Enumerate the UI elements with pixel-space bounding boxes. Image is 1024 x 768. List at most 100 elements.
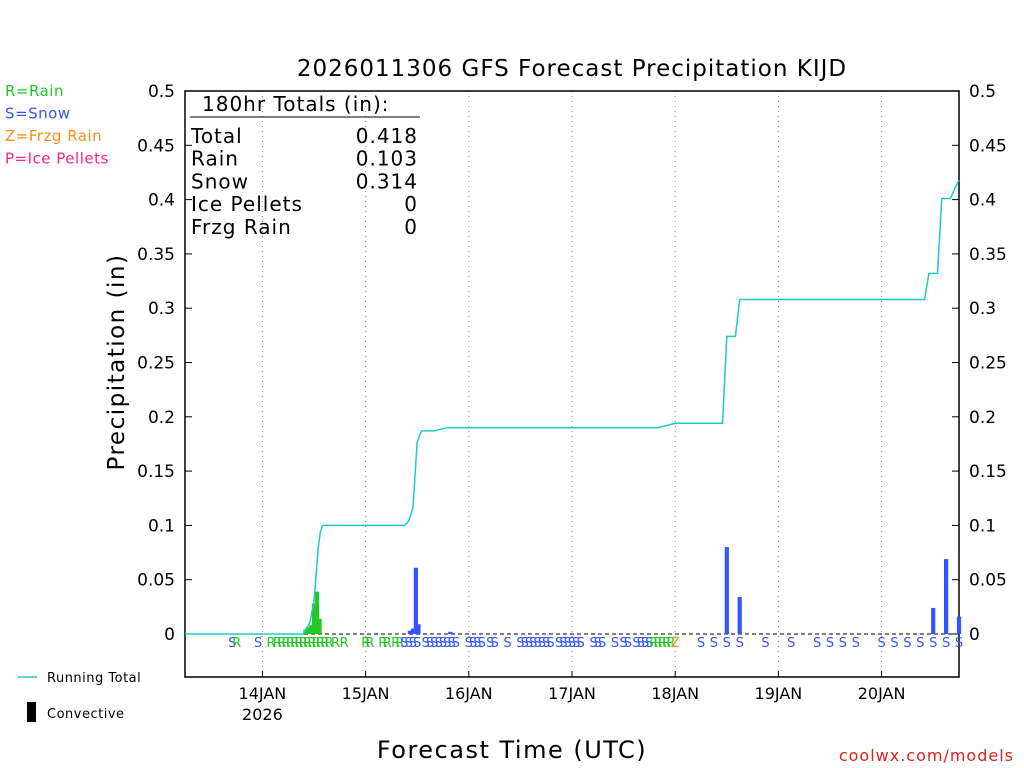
type-letter: S	[228, 636, 236, 651]
convective-legend-label: Convective	[47, 707, 125, 722]
totals-label: Snow	[191, 169, 249, 193]
convective-swatch	[27, 702, 36, 722]
type-letter: R	[395, 636, 404, 651]
y-tick-label-left: 0.1	[148, 516, 175, 536]
precip-bar	[448, 631, 453, 634]
type-letter: R	[320, 636, 329, 651]
type-letter: S	[469, 636, 477, 651]
type-letter: S	[559, 636, 567, 651]
totals-value: 0	[404, 192, 418, 216]
type-letter: S	[624, 636, 632, 651]
x-axis: 14JAN 2026 15JAN 16JAN 17JAN 18JAN 19JAN 20JAN	[239, 671, 905, 724]
type-letter: R	[325, 636, 334, 651]
type-letter: S	[254, 636, 262, 651]
type-letter: R	[299, 636, 308, 651]
y-tick-label-right: 0.1	[969, 516, 996, 536]
precip-bar	[311, 603, 317, 634]
type-letter: R	[361, 636, 370, 651]
precip-bar	[737, 597, 742, 634]
type-letter: S	[422, 636, 430, 651]
totals-box: 180hr Totals (in): Total 0.418 Rain 0.103 Sn…	[190, 92, 420, 239]
y-tick-label-right: 0.45	[969, 136, 1007, 156]
type-letter: R	[649, 636, 658, 651]
legend-entry: P=Ice Pellets	[5, 150, 109, 168]
precip-bar	[410, 628, 415, 634]
totals-value: 0.418	[356, 124, 418, 148]
y-tick-label-right: 0.35	[969, 245, 1007, 265]
type-letter: S	[426, 636, 434, 651]
totals-rows: Total 0.418 Rain 0.103 Snow 0.314 Ice Pellets 0…	[190, 124, 418, 239]
type-letter: S	[852, 636, 860, 651]
type-letter: R	[658, 636, 667, 651]
type-letter: R	[286, 636, 295, 651]
type-letter: S	[503, 636, 511, 651]
type-letter: S	[710, 636, 718, 651]
totals-value: 0	[404, 215, 418, 239]
type-letter: S	[430, 636, 438, 651]
precip-bar	[306, 627, 311, 634]
totals-label: Ice Pellets	[191, 192, 303, 216]
precip-bar	[956, 616, 962, 634]
y-tick-label-left: 0.05	[137, 571, 175, 591]
type-letter: S	[942, 636, 950, 651]
y-tick-label-left: 0.25	[137, 354, 175, 374]
type-letter: S	[576, 636, 584, 651]
type-letter: R	[266, 636, 275, 651]
type-letter: R	[277, 636, 286, 651]
type-letter: S	[465, 636, 473, 651]
x-tick-label: 14JAN	[239, 684, 287, 703]
y-tick-label-right: 0.05	[969, 571, 1007, 591]
precip-bars	[303, 547, 962, 634]
type-letter: S	[564, 636, 572, 651]
type-letter: S	[555, 636, 563, 651]
y-tick-label-left: 0.35	[137, 245, 175, 265]
bottom-legend: Running Total Convective	[18, 671, 141, 722]
type-letter: S	[598, 636, 606, 651]
y-tick-label-right: 0.3	[969, 299, 996, 319]
precip-bar	[407, 630, 412, 634]
precip-bar	[314, 591, 320, 634]
type-letter: S	[589, 636, 597, 651]
y-axis-left: 0 0.05 0.1 0.15 0.2 0.25 0.3 0.35 0.4 0.45 0.5	[137, 82, 192, 645]
type-letter: R	[365, 636, 374, 651]
type-letter: S	[761, 636, 769, 651]
type-letter: S	[645, 636, 653, 651]
x-tick-label: 15JAN	[342, 684, 390, 703]
type-letter: S	[641, 636, 649, 651]
type-letter: S	[813, 636, 821, 651]
y-tick-label-right: 0.5	[969, 82, 996, 102]
y-tick-label-left: 0.3	[148, 299, 175, 319]
type-letter: S	[473, 636, 481, 651]
y-axis-right: 0 0.05 0.1 0.15 0.2 0.25 0.3 0.35 0.4 0.45 0.5	[952, 82, 1007, 645]
type-letter: S	[572, 636, 580, 651]
type-letter: R	[391, 636, 400, 651]
x-tick-label: 19JAN	[755, 684, 803, 703]
legend-entry: R=Rain	[5, 82, 64, 100]
precip-bar	[931, 607, 936, 634]
type-letter: Z	[671, 636, 680, 651]
type-letter: S	[413, 636, 421, 651]
y-tick-label-left: 0.5	[148, 82, 175, 102]
y-tick-label-left: 0.4	[148, 191, 175, 211]
totals-value: 0.103	[356, 147, 418, 171]
type-letter: S	[955, 636, 963, 651]
type-letter: R	[340, 636, 349, 651]
y-axis-label: Precipitation (in)	[104, 254, 130, 471]
type-letter: S	[637, 636, 645, 651]
type-letter: S	[611, 636, 619, 651]
type-letter: S	[486, 636, 494, 651]
type-letter: S	[447, 636, 455, 651]
type-letter: S	[435, 636, 443, 651]
type-letter: S	[404, 636, 412, 651]
y-tick-label-left: 0	[164, 625, 175, 645]
legend-entry: Z=Frzg Rain	[5, 127, 102, 145]
totals-label: Total	[190, 124, 243, 148]
type-letter: S	[533, 636, 541, 651]
totals-heading: 180hr Totals (in):	[202, 92, 390, 116]
y-tick-label-right: 0.4	[969, 191, 996, 211]
totals-value: 0.314	[356, 169, 418, 193]
type-letter: R	[307, 636, 316, 651]
type-letter: S	[490, 636, 498, 651]
type-letter: R	[378, 636, 387, 651]
